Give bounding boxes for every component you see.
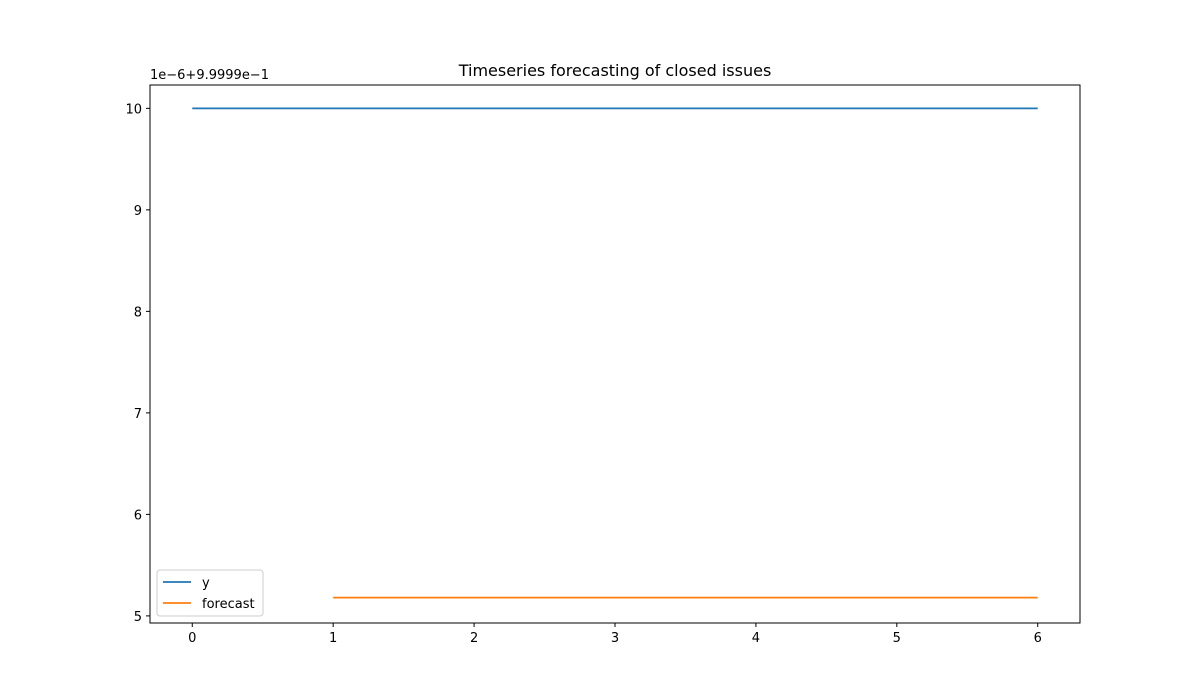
chart-title: Timeseries forecasting of closed issues	[458, 61, 772, 80]
x-tick-label: 0	[188, 631, 196, 646]
plot-area-frame	[149, 84, 1081, 624]
x-tick-label: 2	[470, 631, 478, 646]
y-axis-offset-label: 1e−6+9.9999e−1	[150, 68, 269, 83]
y-tick-label: 9	[134, 204, 142, 219]
legend-label-forecast: forecast	[202, 597, 255, 612]
y-tick-label: 10	[125, 102, 142, 117]
x-tick-label: 4	[752, 631, 760, 646]
y-tick-label: 8	[134, 305, 142, 320]
y-tick-label: 5	[134, 610, 142, 625]
legend-label-y: y	[202, 576, 210, 591]
plot-lines	[192, 107, 1038, 599]
x-tick-label: 5	[893, 631, 901, 646]
y-tick-label: 7	[134, 407, 142, 422]
x-tick-label: 3	[611, 631, 619, 646]
x-axis: 0 1 2 3 4 5 6	[188, 623, 1042, 646]
y-axis: 5 6 7 8 9 10	[125, 102, 150, 625]
y-tick-label: 6	[134, 508, 142, 523]
legend: y forecast	[156, 569, 264, 617]
x-tick-label: 1	[329, 631, 337, 646]
x-tick-label: 6	[1034, 631, 1042, 646]
